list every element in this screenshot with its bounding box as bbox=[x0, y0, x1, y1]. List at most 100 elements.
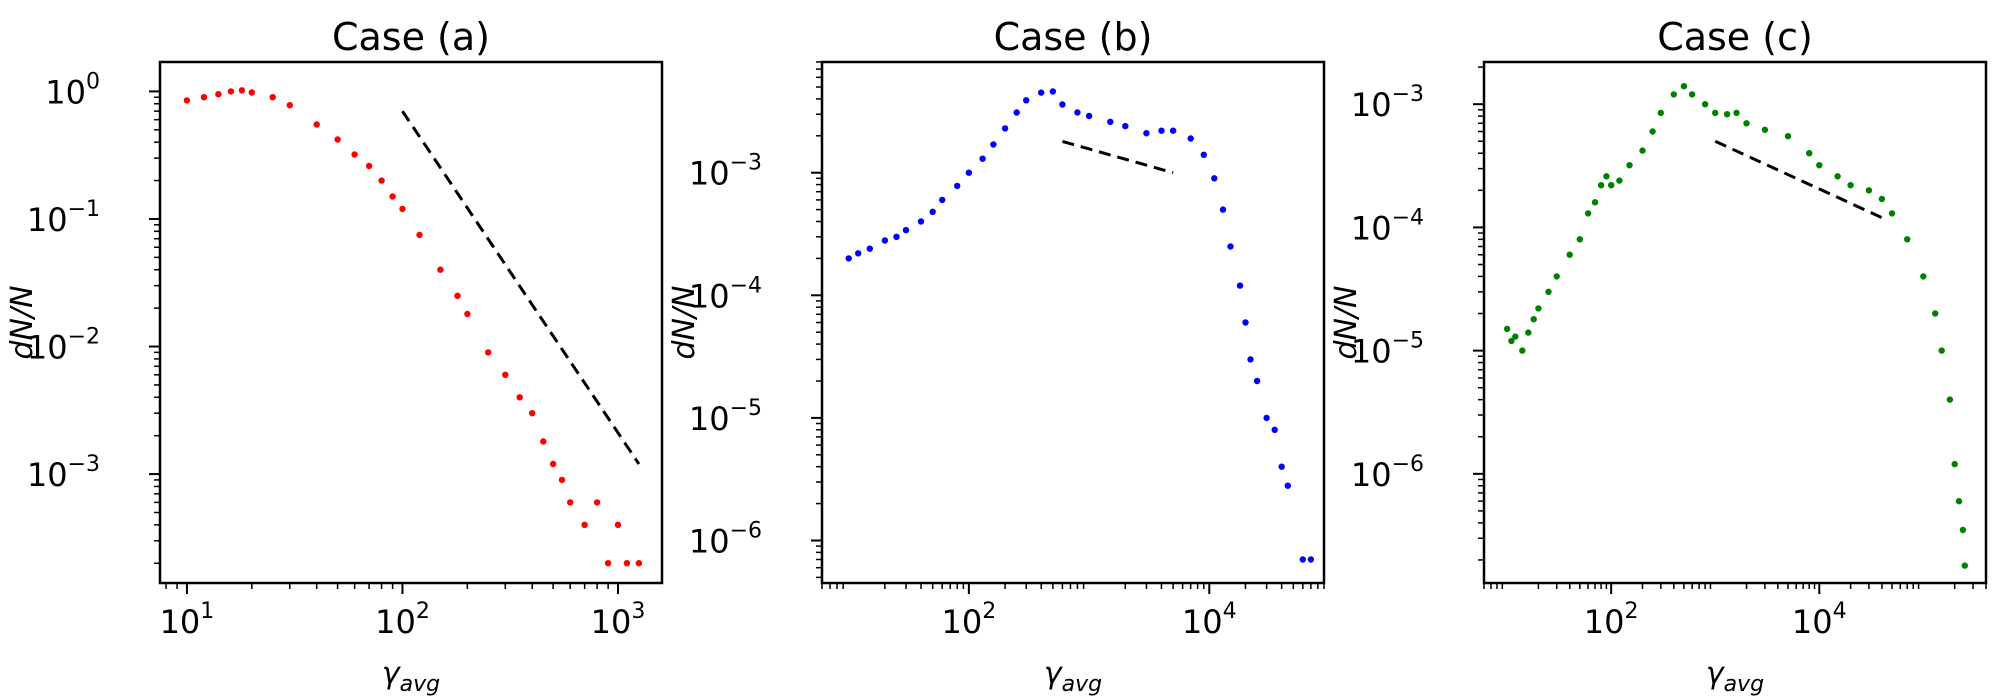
data-point bbox=[1959, 526, 1967, 534]
plot-frame bbox=[158, 60, 664, 585]
data-point bbox=[604, 560, 612, 567]
data-point bbox=[1107, 118, 1114, 126]
data-point bbox=[227, 88, 235, 95]
data-point bbox=[1816, 162, 1823, 169]
data-point bbox=[1253, 377, 1261, 385]
data-point bbox=[979, 155, 986, 162]
y-tick-label: 10−6 bbox=[1351, 452, 1424, 494]
data-point bbox=[1701, 101, 1709, 108]
minor-ticks bbox=[154, 96, 609, 589]
data-point bbox=[593, 499, 601, 506]
data-point bbox=[1733, 109, 1740, 117]
data-point bbox=[623, 560, 631, 567]
y-tick-label: 10−6 bbox=[689, 518, 762, 560]
data-point bbox=[1743, 120, 1750, 127]
data-point bbox=[866, 245, 873, 252]
data-point bbox=[1834, 173, 1841, 180]
data-point bbox=[1013, 109, 1020, 116]
data-point bbox=[1938, 347, 1945, 354]
data-point bbox=[1022, 97, 1030, 104]
data-point bbox=[1535, 305, 1542, 312]
data-point bbox=[1530, 316, 1537, 323]
data-point bbox=[1584, 210, 1592, 217]
data-point bbox=[529, 410, 536, 417]
data-point bbox=[1519, 347, 1526, 354]
data-point bbox=[1591, 199, 1599, 206]
x-tick-label: 104 bbox=[1792, 599, 1847, 641]
data-point bbox=[1503, 325, 1511, 333]
data-point bbox=[1158, 127, 1165, 134]
plot-frame bbox=[820, 60, 1326, 585]
data-point bbox=[1236, 282, 1244, 289]
data-point bbox=[485, 349, 492, 356]
data-point bbox=[635, 560, 643, 567]
y-tick-label: 10−5 bbox=[1351, 329, 1424, 371]
data-point bbox=[1955, 498, 1963, 505]
data-point bbox=[1576, 236, 1584, 243]
data-point bbox=[399, 205, 406, 213]
data-point bbox=[1847, 182, 1854, 189]
data-point bbox=[437, 266, 444, 273]
data-point bbox=[990, 141, 997, 148]
y-tick-label: 10−3 bbox=[1351, 82, 1424, 124]
data-point bbox=[1961, 562, 1969, 569]
minor-ticks bbox=[1478, 66, 1987, 589]
data-point bbox=[917, 218, 925, 225]
data-point bbox=[1227, 243, 1234, 250]
data-point bbox=[1512, 333, 1519, 340]
data-point bbox=[1038, 89, 1045, 96]
panel-a: Case (a) 101 102 103 100 10−1 10−2 10−3 γavg dN/N bbox=[5, 15, 664, 697]
data-point bbox=[1639, 147, 1646, 154]
x-axis-label: γavg bbox=[1706, 656, 1764, 697]
y-tick-label: 10−3 bbox=[27, 452, 100, 494]
data-point bbox=[248, 89, 255, 96]
data-point bbox=[1888, 210, 1896, 217]
data-point bbox=[464, 310, 471, 318]
data-point bbox=[881, 237, 889, 244]
data-point bbox=[1508, 337, 1515, 345]
panel-c: Case (c) 102 104 10−3 10−4 10−5 10−6 γavg dN/N bbox=[1329, 15, 1988, 697]
data-point bbox=[1049, 88, 1057, 95]
y-tick-label: 10−4 bbox=[689, 273, 762, 315]
data-point bbox=[183, 97, 191, 104]
data-point bbox=[581, 521, 588, 528]
y-axis-label: dN/N bbox=[1329, 285, 1364, 359]
data-series bbox=[183, 87, 643, 567]
chart-title: Case (c) bbox=[1657, 15, 1813, 59]
data-point bbox=[389, 193, 396, 200]
data-point bbox=[1219, 206, 1227, 213]
data-point bbox=[1608, 182, 1615, 189]
y-tick-label: 10−5 bbox=[689, 396, 762, 438]
data-point bbox=[334, 136, 341, 143]
data-point bbox=[1649, 128, 1656, 135]
data-point bbox=[502, 371, 509, 378]
data-point bbox=[1806, 150, 1813, 157]
data-point bbox=[1299, 556, 1307, 563]
x-tick-label: 102 bbox=[1584, 599, 1639, 641]
y-tick-label: 10−2 bbox=[27, 325, 100, 367]
data-point bbox=[238, 87, 246, 94]
y-axis-label: dN/N bbox=[667, 285, 702, 359]
data-point bbox=[1932, 310, 1939, 317]
data-point bbox=[1761, 126, 1769, 133]
data-point bbox=[1723, 111, 1731, 118]
data-point bbox=[1657, 109, 1665, 117]
y-tick-label: 100 bbox=[45, 69, 100, 111]
data-point bbox=[416, 231, 423, 239]
data-point bbox=[1946, 396, 1954, 403]
reference-line bbox=[1714, 139, 1883, 220]
data-point bbox=[1616, 177, 1623, 184]
data-point bbox=[1122, 122, 1129, 130]
data-point bbox=[200, 94, 208, 101]
data-point bbox=[1951, 460, 1958, 468]
plot-frame bbox=[1482, 60, 1988, 585]
data-point bbox=[1211, 175, 1218, 182]
data-point bbox=[540, 438, 547, 445]
y-tick-label: 10−4 bbox=[1351, 205, 1424, 247]
reference-line bbox=[401, 110, 641, 465]
data-point bbox=[1169, 127, 1177, 134]
data-point bbox=[516, 394, 523, 401]
data-point bbox=[1001, 125, 1009, 132]
data-point bbox=[1603, 173, 1610, 180]
